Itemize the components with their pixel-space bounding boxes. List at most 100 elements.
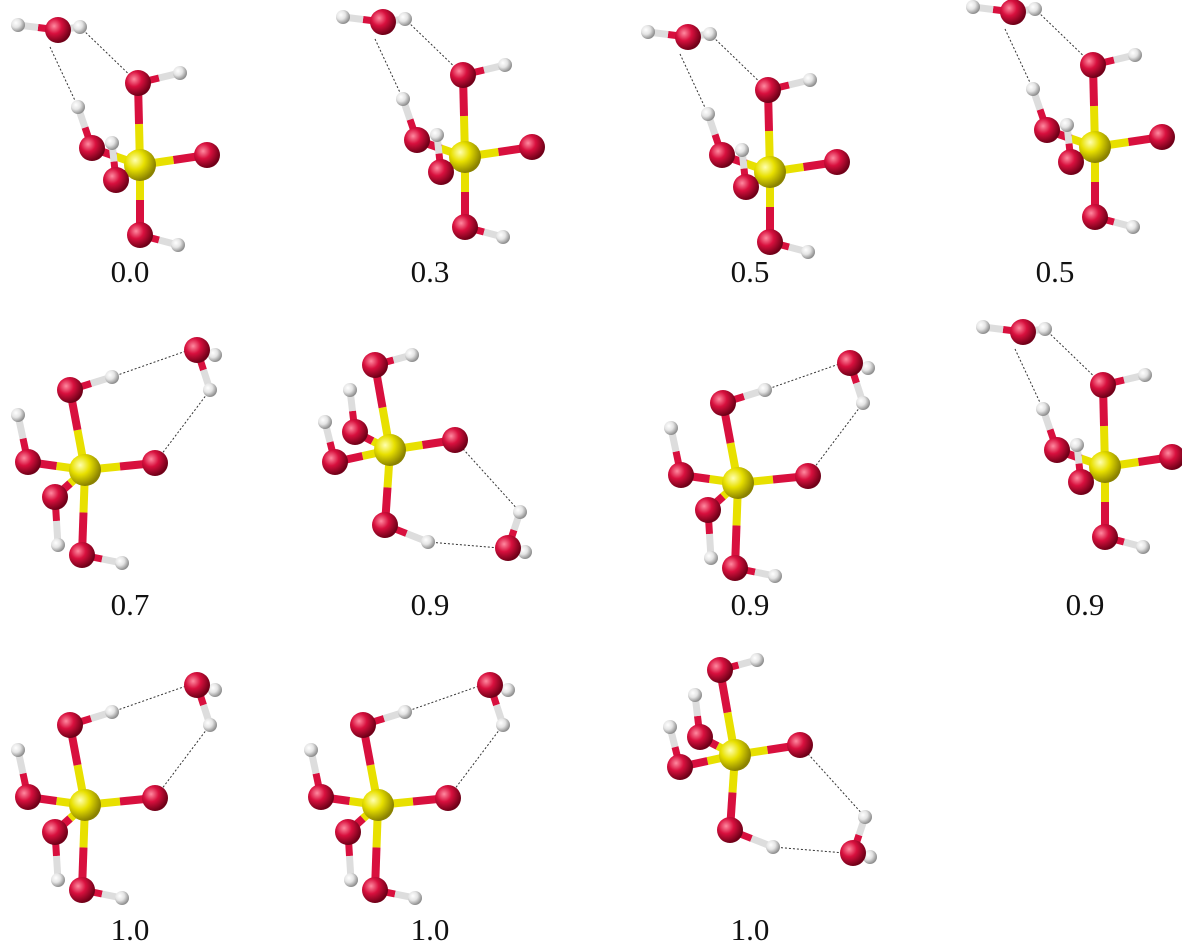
atom: [710, 390, 736, 416]
atom: [203, 718, 217, 732]
atom: [73, 20, 87, 34]
atom: [69, 789, 101, 821]
molecule: [304, 672, 515, 905]
atom: [42, 484, 68, 510]
atom: [69, 454, 101, 486]
atom: [766, 840, 780, 854]
atom: [57, 712, 83, 738]
energy-label: 0.7: [111, 587, 150, 622]
atom: [435, 785, 461, 811]
hydrogen-bond: [1044, 328, 1104, 386]
atom: [51, 538, 65, 552]
atom: [758, 383, 772, 397]
hydrogen-bond: [49, 46, 79, 108]
atom: [208, 348, 222, 362]
atom: [501, 683, 515, 697]
atom: [124, 149, 156, 181]
energy-label: 0.9: [411, 587, 450, 622]
atom: [703, 27, 717, 41]
atom: [664, 421, 678, 435]
atom: [105, 370, 119, 384]
atom: [861, 361, 875, 375]
atom: [344, 873, 358, 887]
atom: [787, 732, 813, 758]
atom: [442, 427, 468, 453]
atom: [103, 167, 129, 193]
atom: [518, 545, 532, 559]
atom: [318, 415, 332, 429]
atom: [336, 10, 350, 24]
atom: [824, 149, 850, 175]
atom: [184, 337, 210, 363]
atom: [803, 73, 817, 87]
atom: [1089, 451, 1121, 483]
atom: [342, 419, 368, 445]
hydrogen-bond: [79, 26, 139, 84]
atom: [754, 156, 786, 188]
hydrogen-bond: [454, 439, 521, 513]
hydrogen-bond: [447, 724, 504, 799]
atom: [1058, 149, 1084, 175]
atom: [398, 12, 412, 26]
atom: [208, 683, 222, 697]
atom: [452, 214, 478, 240]
atom: [688, 688, 702, 702]
atom: [405, 348, 419, 362]
atom: [430, 128, 444, 142]
atom: [675, 24, 701, 50]
hydrogen-bond: [799, 744, 866, 818]
atom: [1092, 524, 1118, 550]
energy-label: 0.0: [111, 254, 150, 289]
atom: [1159, 444, 1182, 470]
hydrogen-bond: [111, 349, 190, 378]
atom: [707, 657, 733, 683]
atom: [668, 462, 694, 488]
atom: [695, 497, 721, 523]
molecule: [976, 319, 1182, 554]
atom: [11, 743, 25, 757]
atom: [15, 449, 41, 475]
atom: [837, 350, 863, 376]
atom: [1026, 82, 1040, 96]
atom: [704, 551, 718, 565]
atom: [71, 100, 85, 114]
atom: [856, 396, 870, 410]
atom: [335, 819, 361, 845]
hydrogen-bond: [374, 38, 404, 100]
atom: [11, 18, 25, 32]
molecule: [664, 350, 875, 583]
molecule: [663, 653, 877, 866]
hydrogen-bond: [404, 18, 464, 76]
atom: [709, 142, 735, 168]
molecule: [11, 337, 222, 570]
energy-label: 1.0: [111, 912, 150, 946]
atom: [1138, 368, 1152, 382]
atom: [667, 754, 693, 780]
atom: [687, 724, 713, 750]
molecule: [336, 9, 545, 244]
energy-label: 0.9: [1066, 587, 1105, 622]
atom: [57, 377, 83, 403]
atom: [496, 230, 510, 244]
atom: [750, 653, 764, 667]
atom: [408, 891, 422, 905]
atom: [755, 77, 781, 103]
atom: [722, 555, 748, 581]
atom: [115, 556, 129, 570]
atom: [449, 141, 481, 173]
atom: [362, 352, 388, 378]
atom: [1068, 469, 1094, 495]
energy-label: 1.0: [411, 912, 450, 946]
atom: [1082, 204, 1108, 230]
atom: [735, 143, 749, 157]
hydrogen-bond: [154, 724, 211, 799]
atom: [519, 134, 545, 160]
atom: [350, 712, 376, 738]
molecule: [641, 24, 850, 259]
atom: [1000, 0, 1026, 25]
hydrogen-bond: [404, 684, 483, 713]
atom: [1079, 131, 1111, 163]
atom: [194, 142, 220, 168]
atom: [496, 718, 510, 732]
